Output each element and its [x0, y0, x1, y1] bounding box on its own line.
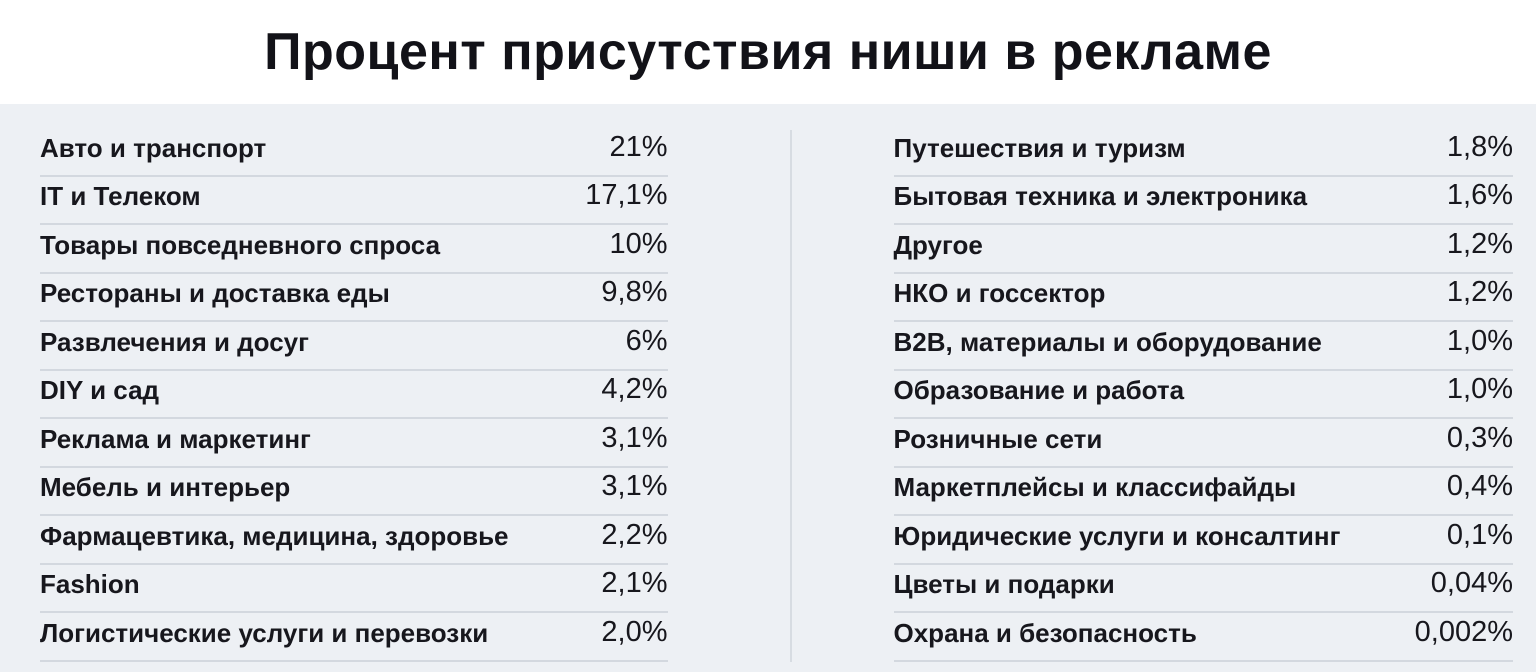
table-row: Образование и работа 1,0% [893, 371, 1513, 419]
category-value: 1,0% [1446, 373, 1513, 405]
category-label: Бытовая техника и электроника [893, 181, 1308, 211]
category-label: Авто и транспорт [40, 132, 267, 163]
niche-percentage-table: Авто и транспорт 21% IT и Телеком 17,1% … [0, 104, 1536, 662]
table-row: Развлечения и досуг 6% [40, 322, 668, 371]
category-label: Маркетплейсы и классифайды [893, 472, 1297, 502]
category-label: IT и Телеком [40, 181, 201, 211]
category-value: 1,6% [1446, 179, 1513, 211]
category-label: Образование и работа [893, 375, 1185, 405]
table-row: Реклама и маркетинг 3,1% [40, 419, 668, 468]
category-label: Логистические услуги и перевозки [40, 617, 489, 648]
table-row: НКО и госсектор 1,2% [893, 274, 1513, 322]
category-label: Товары повседневного спроса [40, 229, 441, 260]
table-row: Авто и транспорт 21% [40, 128, 668, 177]
table-row: IT и Телеком 17,1% [40, 177, 668, 225]
table-row: Рестораны и доставка еды 9,8% [40, 274, 668, 322]
category-value: 4,2% [601, 373, 668, 405]
table-row: Юридические услуги и консалтинг 0,1% [893, 516, 1513, 565]
table-row: Товары повседневного спроса 10% [40, 225, 668, 274]
category-value: 2,2% [601, 518, 668, 551]
category-value: 9,8% [601, 276, 668, 308]
table-row: Fashion 2,1% [40, 565, 668, 613]
table-row: Логистические услуги и перевозки 2,0% [40, 613, 668, 662]
table-row: Другое 1,2% [893, 225, 1513, 274]
category-value: 1,0% [1446, 324, 1513, 357]
category-value: 0,4% [1446, 470, 1513, 502]
table-left-column: Авто и транспорт 21% IT и Телеком 17,1% … [40, 128, 668, 662]
category-value: 10% [609, 227, 668, 260]
category-label: Мебель и интерьер [40, 472, 291, 502]
category-label: Fashion [40, 569, 140, 599]
category-label: Рестораны и доставка еды [40, 278, 390, 308]
category-label: DIY и сад [40, 375, 160, 405]
category-label: Цветы и подарки [893, 569, 1115, 599]
category-value: 2,0% [601, 615, 668, 648]
table-row: Мебель и интерьер 3,1% [40, 468, 668, 516]
table-row: Фармацевтика, медицина, здоровье 2,2% [40, 516, 668, 565]
table-row: B2B, материалы и оборудование 1,0% [893, 322, 1513, 371]
category-value: 21% [609, 130, 668, 163]
category-value: 0,04% [1430, 567, 1513, 599]
table-right-column: Путешествия и туризм 1,8% Бытовая техник… [893, 128, 1513, 662]
category-value: 0,002% [1414, 615, 1513, 648]
table-row: DIY и сад 4,2% [40, 371, 668, 419]
category-value: 1,2% [1446, 227, 1513, 260]
category-value: 3,1% [601, 421, 668, 454]
category-value: 1,8% [1446, 130, 1513, 163]
table-row: Путешествия и туризм 1,8% [893, 128, 1513, 177]
category-value: 2,1% [601, 567, 668, 599]
category-label: Фармацевтика, медицина, здоровье [40, 520, 509, 551]
table-row: Цветы и подарки 0,04% [893, 565, 1513, 613]
table-row: Розничные сети 0,3% [893, 419, 1513, 468]
category-label: Реклама и маркетинг [40, 423, 311, 454]
table-row: Охрана и безопасность 0,002% [893, 613, 1513, 662]
category-label: Путешествия и туризм [893, 132, 1186, 163]
category-label: B2B, материалы и оборудование [893, 326, 1322, 357]
table-row: Маркетплейсы и классифайды 0,4% [893, 468, 1513, 516]
category-label: Другое [893, 229, 983, 260]
category-value: 3,1% [601, 470, 668, 502]
category-label: Розничные сети [893, 423, 1103, 454]
category-label: НКО и госсектор [893, 278, 1106, 308]
slide-header: Процент присутствия ниши в рекламе [0, 0, 1536, 104]
page-title: Процент присутствия ниши в рекламе [264, 23, 1272, 81]
category-value: 6% [625, 324, 668, 357]
table-row: Бытовая техника и электроника 1,6% [893, 177, 1513, 225]
category-label: Охрана и безопасность [893, 617, 1197, 648]
category-label: Развлечения и досуг [40, 326, 309, 357]
category-value: 17,1% [585, 179, 668, 211]
category-value: 0,1% [1446, 518, 1513, 551]
category-value: 1,2% [1446, 276, 1513, 308]
category-value: 0,3% [1446, 421, 1513, 454]
category-label: Юридические услуги и консалтинг [893, 520, 1341, 551]
column-divider [789, 130, 792, 662]
